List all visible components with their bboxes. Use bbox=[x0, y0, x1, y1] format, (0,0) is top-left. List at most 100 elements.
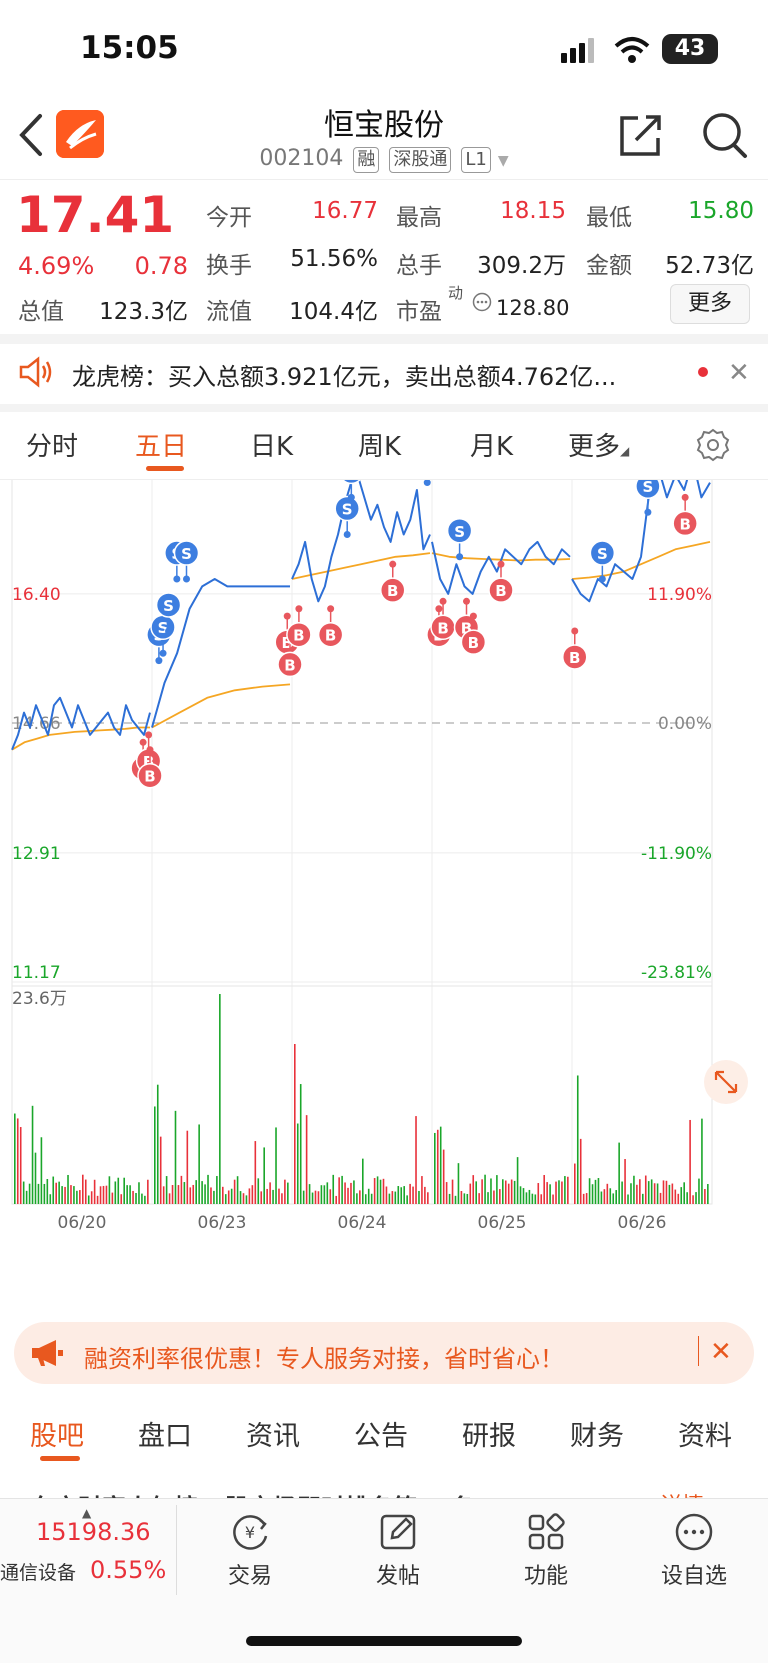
volume-bar bbox=[269, 1182, 271, 1204]
volume-bar bbox=[230, 1188, 233, 1204]
volume-bar bbox=[496, 1175, 498, 1204]
volume-bar bbox=[445, 1182, 448, 1204]
volume-bar bbox=[344, 1182, 346, 1204]
volume-bar bbox=[525, 1192, 528, 1204]
tab-news[interactable]: 资讯 bbox=[246, 1421, 300, 1452]
volume-bar bbox=[302, 1190, 305, 1204]
tab-profile[interactable]: 资料 bbox=[678, 1421, 732, 1452]
price-axis-label: 12.91 bbox=[12, 844, 61, 864]
tab-intraday[interactable]: 分时 bbox=[26, 432, 79, 462]
tab-orderbook[interactable]: 盘口 bbox=[138, 1421, 192, 1452]
collapse-arrow-icon[interactable]: ▲ bbox=[82, 1506, 92, 1520]
buy-marker bbox=[672, 510, 698, 537]
sector-index-value[interactable]: 15198.36 bbox=[36, 1518, 151, 1546]
info-icon[interactable] bbox=[472, 292, 492, 312]
close-notice-icon[interactable]: ✕ bbox=[728, 358, 750, 388]
add-watchlist-button[interactable]: 设自选 bbox=[644, 1510, 744, 1600]
volume-bar bbox=[55, 1182, 57, 1204]
tab-more[interactable]: 更多◢ bbox=[568, 426, 629, 463]
buy-marker bbox=[286, 621, 312, 648]
volume-bar bbox=[594, 1179, 597, 1204]
more-dots-icon bbox=[675, 1513, 713, 1551]
volume-bar bbox=[192, 1184, 195, 1204]
volume-bar bbox=[326, 1182, 329, 1204]
date-label: 06/26 bbox=[618, 1213, 667, 1233]
five-day-chart[interactable]: 18.1516.4014.6612.9111.1723.81%11.90%0.0… bbox=[0, 480, 768, 1286]
volume-bar bbox=[207, 1174, 209, 1204]
volume-bar bbox=[117, 1177, 120, 1204]
sell-marker-dot bbox=[155, 657, 163, 665]
more-button[interactable]: 更多 bbox=[670, 284, 750, 324]
wifi-icon bbox=[614, 37, 650, 63]
volume-bar bbox=[213, 1190, 215, 1204]
volume-bar bbox=[73, 1186, 75, 1204]
volume-bar bbox=[451, 1179, 454, 1204]
volume-bar bbox=[475, 1181, 477, 1204]
stock-code: 002104 bbox=[259, 146, 344, 171]
share-icon[interactable] bbox=[618, 112, 664, 158]
expand-icon[interactable] bbox=[704, 1060, 748, 1104]
volume-bar bbox=[513, 1180, 516, 1204]
volume-bar bbox=[409, 1183, 411, 1204]
tab-monthly-k[interactable]: 月K bbox=[470, 432, 514, 462]
search-icon[interactable] bbox=[700, 110, 748, 160]
tab-weekly-k[interactable]: 周K bbox=[358, 432, 402, 462]
function-button[interactable]: 功能 bbox=[496, 1510, 596, 1600]
tab-daily-k[interactable]: 日K bbox=[250, 432, 294, 462]
open-value: 16.77 bbox=[312, 198, 378, 224]
volume-bar bbox=[439, 1126, 442, 1204]
volume-bar bbox=[216, 1176, 218, 1204]
tab-research[interactable]: 研报 bbox=[462, 1421, 516, 1452]
divider bbox=[0, 334, 768, 344]
volume-bar bbox=[376, 1176, 379, 1204]
volume-bar bbox=[394, 1191, 397, 1204]
tab-five-day[interactable]: 五日 bbox=[135, 432, 188, 462]
sector-name: 通信设备 bbox=[0, 1562, 77, 1584]
post-label: 发帖 bbox=[375, 1564, 420, 1589]
volume-bar bbox=[34, 1152, 37, 1204]
buy-marker-label: B bbox=[468, 634, 479, 652]
sell-marker-label: S bbox=[181, 545, 192, 563]
volume-bar bbox=[427, 1192, 429, 1204]
volume-bar bbox=[162, 1186, 165, 1204]
tab-announcements[interactable]: 公告 bbox=[354, 1421, 408, 1452]
close-promo-icon[interactable]: ✕ bbox=[710, 1337, 732, 1367]
volume-bar bbox=[519, 1186, 522, 1204]
dropdown-arrow-icon[interactable]: ▼ bbox=[497, 153, 509, 169]
volume-bar bbox=[576, 1075, 579, 1204]
high-label: 最高 bbox=[396, 205, 442, 231]
volume-bar bbox=[58, 1181, 60, 1204]
percent-axis-label: -23.81% bbox=[641, 963, 712, 983]
volume-bar bbox=[603, 1189, 606, 1204]
volume-bar bbox=[156, 1084, 159, 1204]
turnover-value: 51.56% bbox=[290, 246, 378, 272]
volume-bar bbox=[159, 1136, 162, 1204]
volume-bar bbox=[650, 1179, 653, 1204]
gear-icon[interactable] bbox=[696, 428, 730, 462]
back-icon[interactable] bbox=[16, 110, 46, 160]
add-watchlist-label: 设自选 bbox=[660, 1564, 727, 1589]
volume-bar bbox=[564, 1176, 566, 1204]
tab-forum[interactable]: 股吧 bbox=[30, 1421, 84, 1452]
sell-marker-dot bbox=[159, 649, 167, 657]
sell-marker-dot bbox=[183, 575, 190, 583]
volume-bar bbox=[510, 1179, 513, 1204]
volume-bar bbox=[70, 1185, 72, 1204]
volume-bar bbox=[353, 1180, 355, 1204]
volume-bar bbox=[647, 1181, 650, 1204]
current-price: 17.41 bbox=[16, 186, 175, 244]
percent-axis-label: -11.90% bbox=[641, 844, 712, 864]
promo-banner[interactable] bbox=[14, 1322, 754, 1384]
stock-subline: 002104 融 深股通 L1 ▼ bbox=[0, 146, 768, 173]
volume-bar bbox=[591, 1184, 594, 1204]
volume-bar bbox=[84, 1179, 87, 1204]
post-button[interactable]: 发帖 bbox=[348, 1510, 448, 1600]
tab-financials[interactable]: 财务 bbox=[570, 1421, 624, 1452]
buy-marker-dot bbox=[145, 731, 153, 739]
volume-bar bbox=[379, 1179, 382, 1204]
volume-bar bbox=[606, 1183, 609, 1204]
trade-button[interactable]: ¥ 交易 bbox=[200, 1510, 300, 1600]
volume-bar bbox=[630, 1183, 632, 1204]
volume-bar bbox=[233, 1179, 236, 1204]
volume-bar bbox=[224, 1194, 227, 1204]
